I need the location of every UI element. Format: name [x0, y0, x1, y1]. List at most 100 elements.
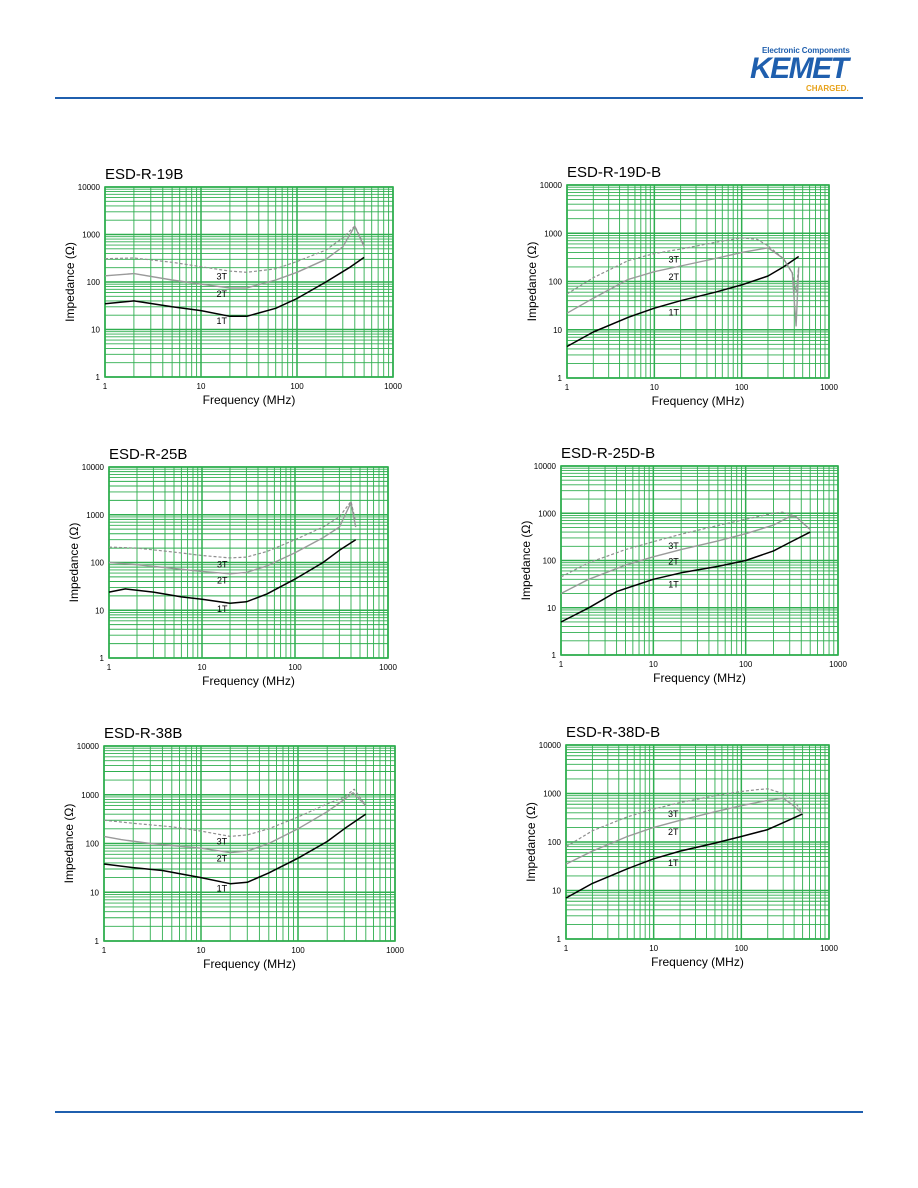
plot-frame: [566, 184, 830, 379]
plot-frame: [104, 186, 394, 378]
y-tick-label: 1000: [86, 511, 104, 520]
chart-title: ESD-R-19B: [105, 166, 183, 183]
y-axis-label: Impedance (Ω): [519, 521, 533, 601]
grid: [560, 465, 839, 656]
chart-title: ESD-R-25D-B: [561, 445, 655, 462]
y-axis-label: Impedance (Ω): [62, 804, 76, 884]
series-line-3t: [104, 225, 365, 273]
series-label: 2T: [216, 289, 227, 299]
series-label: 2T: [217, 576, 228, 586]
chart-svg: 1 10 100 1000 1 10 100 1000 10000 Frequency (MHz)…: [62, 725, 404, 971]
chart-svg: 1 10 100 1000 1 10 100 1000 10000 Frequency (MHz)…: [67, 446, 397, 688]
x-tick-label: 1: [103, 382, 108, 391]
header-rule: [55, 97, 863, 99]
y-axis-label: Impedance (Ω): [63, 242, 77, 322]
series-label: 1T: [668, 579, 679, 589]
series-label: 2T: [217, 853, 228, 863]
grid: [104, 186, 394, 378]
y-tick-label: 1000: [544, 229, 562, 238]
y-tick-label: 10000: [82, 463, 105, 472]
x-tick-label: 1: [564, 944, 569, 953]
series-line-1t: [560, 531, 811, 623]
series-line-1t: [566, 255, 800, 348]
footer-rule: [55, 1111, 863, 1113]
y-tick-label: 1000: [81, 791, 99, 800]
chart-svg: 1 10 100 1000 1 10 100 1000 10000 Frequency (MHz)…: [519, 445, 847, 685]
x-tick-label: 1000: [379, 663, 397, 672]
x-tick-label: 100: [290, 382, 304, 391]
x-axis-label: Frequency (MHz): [203, 957, 296, 971]
y-tick-label: 100: [543, 557, 557, 566]
series-line-1t: [103, 813, 367, 885]
y-tick-label: 1: [96, 373, 101, 382]
y-tick-label: 10000: [539, 741, 562, 750]
series-line-1t: [565, 813, 803, 899]
kemet-logo: Electronic Components KEMET CHARGED.: [748, 46, 868, 96]
chart-0: 1 10 100 1000 1 10 100 1000 10000 Frequency (MHz)…: [60, 160, 407, 411]
series-label: 2T: [668, 827, 679, 837]
y-tick-label: 1: [100, 654, 105, 663]
chart-title: ESD-R-25B: [109, 446, 187, 463]
chart-title: ESD-R-19D-B: [567, 164, 661, 181]
grid: [565, 744, 830, 940]
x-tick-label: 1: [107, 663, 112, 672]
chart-title: ESD-R-38D-B: [566, 724, 660, 741]
y-axis-label: Impedance (Ω): [67, 523, 81, 603]
y-tick-label: 100: [87, 278, 101, 287]
series-line-2t: [566, 247, 800, 327]
x-tick-label: 100: [288, 663, 302, 672]
series-label: 1T: [216, 316, 227, 326]
x-tick-label: 100: [735, 944, 749, 953]
grid: [103, 745, 396, 942]
logo-slogan: CHARGED.: [806, 84, 849, 93]
series-line-1t: [108, 539, 357, 605]
y-axis-label: Impedance (Ω): [524, 802, 538, 882]
series-label: 1T: [217, 883, 228, 893]
series-label: 3T: [668, 541, 679, 551]
x-tick-label: 1000: [384, 382, 402, 391]
series-line-3t: [565, 788, 804, 848]
plot-frame: [103, 745, 396, 942]
chart-svg: 1 10 100 1000 1 10 100 1000 10000 Frequency (MHz)…: [524, 724, 838, 969]
series-label: 2T: [668, 556, 679, 566]
y-tick-label: 1: [552, 651, 557, 660]
y-tick-label: 1000: [82, 231, 100, 240]
series-label: 3T: [668, 809, 679, 819]
x-axis-label: Frequency (MHz): [651, 955, 744, 969]
series-line-3t: [108, 500, 357, 559]
x-tick-label: 100: [735, 383, 749, 392]
chart-title: ESD-R-38B: [104, 725, 182, 742]
x-tick-label: 10: [650, 383, 659, 392]
series-line-2t: [565, 797, 804, 865]
grid: [108, 466, 389, 659]
x-axis-label: Frequency (MHz): [203, 393, 296, 407]
x-tick-label: 1000: [820, 944, 838, 953]
x-tick-label: 1: [559, 660, 564, 669]
y-tick-label: 1: [95, 937, 100, 946]
chart-2: 1 10 100 1000 1 10 100 1000 10000 Frequency (MHz)…: [64, 440, 402, 692]
series-label: 3T: [217, 837, 228, 847]
series-line-2t: [560, 515, 811, 595]
x-axis-label: Frequency (MHz): [653, 671, 746, 685]
grid: [566, 184, 830, 379]
series-line-3t: [566, 237, 800, 295]
chart-svg: 1 10 100 1000 1 10 100 1000 10000 Frequency (MHz)…: [63, 166, 402, 407]
y-tick-label: 10: [552, 887, 561, 896]
series-line-2t: [104, 225, 365, 289]
series-label: 3T: [669, 254, 680, 264]
y-tick-label: 100: [86, 840, 100, 849]
y-tick-label: 10: [90, 888, 99, 897]
x-tick-label: 1: [102, 946, 107, 955]
y-tick-label: 100: [548, 838, 562, 847]
y-tick-label: 10000: [534, 462, 557, 471]
series-label: 3T: [216, 272, 227, 282]
series-line-2t: [103, 791, 367, 854]
x-axis-label: Frequency (MHz): [652, 394, 745, 408]
series-label: 1T: [668, 858, 679, 868]
x-tick-label: 1000: [386, 946, 404, 955]
x-tick-label: 10: [197, 382, 206, 391]
y-tick-label: 10: [547, 604, 556, 613]
x-tick-label: 100: [291, 946, 305, 955]
series-label: 3T: [217, 560, 228, 570]
series-line-3t: [560, 511, 811, 578]
